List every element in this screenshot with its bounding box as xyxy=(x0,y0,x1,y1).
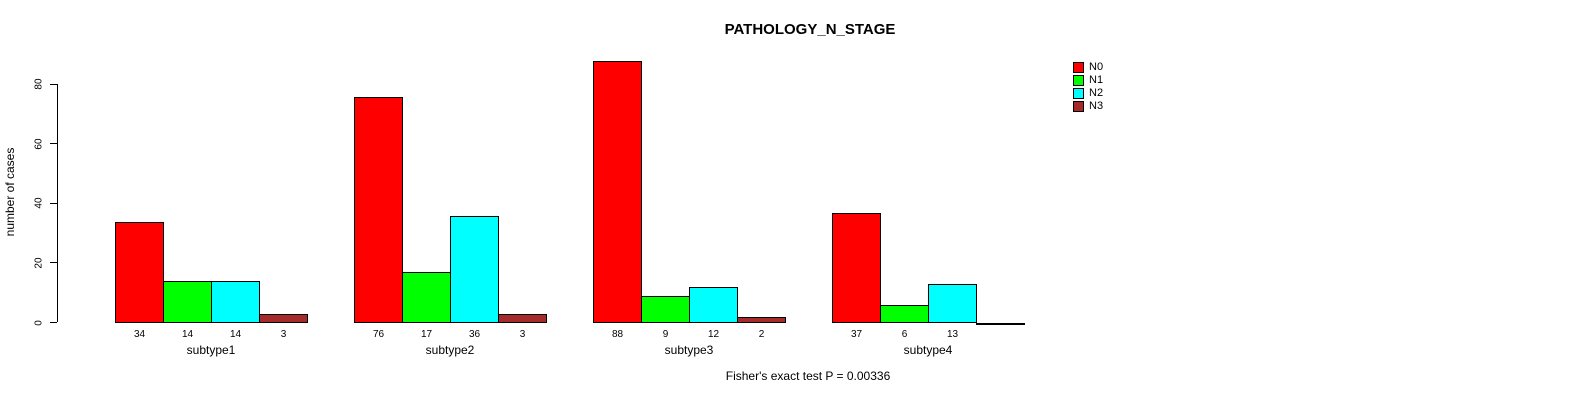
y-tick-label: 80 xyxy=(33,78,45,90)
legend-swatch-N3 xyxy=(1073,101,1084,112)
legend-item-N0: N0 xyxy=(1073,61,1103,74)
bar-value-label: 9 xyxy=(662,328,669,340)
chart-title: PATHOLOGY_N_STAGE xyxy=(724,21,896,38)
legend-item-N3: N3 xyxy=(1073,100,1103,113)
bar-value-label: 88 xyxy=(611,328,624,340)
legend-swatch-N0 xyxy=(1073,62,1084,73)
bar-subtype4-N1 xyxy=(880,304,929,323)
bar-subtype1-N3 xyxy=(259,313,308,323)
bar-subtype2-N2 xyxy=(450,215,499,323)
category-label-subtype1: subtype1 xyxy=(186,342,236,357)
legend-item-N2: N2 xyxy=(1073,87,1103,100)
legend-label: N3 xyxy=(1089,100,1104,112)
category-label-subtype3: subtype3 xyxy=(664,342,714,357)
bar-subtype3-N2 xyxy=(689,286,738,323)
y-axis-tick xyxy=(50,202,57,204)
bar-value-label: 36 xyxy=(468,328,481,340)
bar-value-label: 3 xyxy=(280,328,287,340)
bar-subtype3-N3 xyxy=(737,316,786,323)
bar-value-label: 14 xyxy=(229,328,242,340)
y-axis-line xyxy=(57,84,58,323)
bar-subtype4-N2 xyxy=(928,283,977,323)
bar-subtype4-N0 xyxy=(832,212,881,323)
legend-swatch-N2 xyxy=(1073,88,1084,99)
bar-value-label: 37 xyxy=(850,328,863,340)
bar-value-label: 17 xyxy=(420,328,433,340)
y-tick-label: 20 xyxy=(33,257,45,269)
bar-subtype3-N1 xyxy=(641,295,690,323)
bar-value-label: 76 xyxy=(372,328,385,340)
y-tick-label: 0 xyxy=(33,319,45,326)
bar-value-label: 6 xyxy=(901,328,908,340)
legend-swatch-N1 xyxy=(1073,75,1084,86)
bar-subtype2-N1 xyxy=(402,271,451,323)
y-axis-tick xyxy=(50,322,57,323)
bar-subtype2-N0 xyxy=(354,96,403,323)
legend-item-N1: N1 xyxy=(1073,74,1103,87)
y-axis-tick xyxy=(50,143,57,145)
legend: N0 N1 N2 N3 xyxy=(1073,61,1103,113)
category-label-subtype2: subtype2 xyxy=(425,342,475,357)
category-label-subtype4: subtype4 xyxy=(903,342,953,357)
bar-subtype2-N3 xyxy=(498,313,547,323)
bar-value-label: 13 xyxy=(946,328,959,340)
y-axis-tick xyxy=(50,262,57,264)
bar-value-label: 34 xyxy=(133,328,146,340)
legend-label: N2 xyxy=(1089,87,1104,99)
bar-subtype4-N3 xyxy=(976,322,1025,325)
annotation-fisher-test: Fisher's exact test P = 0.00336 xyxy=(725,369,891,383)
bar-subtype1-N1 xyxy=(163,280,212,323)
legend-label: N0 xyxy=(1089,61,1104,73)
bar-value-label: 3 xyxy=(519,328,526,340)
bar-value-label: 14 xyxy=(181,328,194,340)
y-tick-label: 60 xyxy=(33,138,45,150)
bar-subtype3-N0 xyxy=(593,60,642,323)
bar-subtype1-N0 xyxy=(115,221,164,323)
bar-value-label: 2 xyxy=(758,328,765,340)
legend-label: N1 xyxy=(1089,74,1104,86)
y-axis-tick xyxy=(50,83,57,85)
y-tick-label: 40 xyxy=(33,197,45,209)
bar-subtype1-N2 xyxy=(211,280,260,323)
bar-value-label: 12 xyxy=(707,328,720,340)
